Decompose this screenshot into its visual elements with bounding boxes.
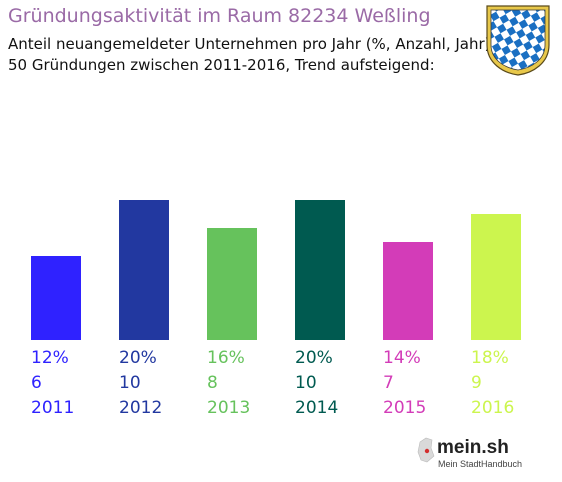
category-label-2015: 2015 — [383, 398, 427, 418]
count-label-2013: 8 — [207, 373, 218, 393]
bar-2011 — [31, 256, 81, 340]
bar-2013 — [207, 228, 257, 340]
value-label-2016: 18% — [471, 348, 509, 368]
chart-summary: 50 Gründungen zwischen 2011-2016, Trend … — [8, 56, 435, 74]
value-label-2015: 14% — [383, 348, 421, 368]
category-label-2016: 2016 — [471, 398, 515, 418]
bar-2012 — [119, 200, 169, 340]
bar-2015 — [383, 242, 433, 340]
category-label-2013: 2013 — [207, 398, 251, 418]
chart-subtitle: Anteil neuangemeldeter Unternehmen pro J… — [8, 35, 491, 53]
count-label-2014: 10 — [295, 373, 317, 393]
category-label-2012: 2012 — [119, 398, 163, 418]
bavarian-coat-of-arms-icon — [486, 5, 550, 76]
bar-2014 — [295, 200, 345, 340]
logo-tagline: Mein StadtHandbuch — [438, 459, 523, 469]
count-label-2011: 6 — [31, 373, 42, 393]
chart-title: Gründungsaktivität im Raum 82234 Weßling — [8, 5, 431, 27]
count-label-2012: 10 — [119, 373, 141, 393]
count-label-2016: 9 — [471, 373, 482, 393]
value-label-2012: 20% — [119, 348, 157, 368]
logo-name: mein.sh — [437, 437, 509, 458]
count-label-2015: 7 — [383, 373, 394, 393]
mein-sh-logo — [417, 437, 435, 463]
value-label-2011: 12% — [31, 348, 69, 368]
category-label-2014: 2014 — [295, 398, 339, 418]
category-label-2011: 2011 — [31, 398, 75, 418]
bar-2016 — [471, 214, 521, 340]
value-label-2013: 16% — [207, 348, 245, 368]
value-label-2014: 20% — [295, 348, 333, 368]
